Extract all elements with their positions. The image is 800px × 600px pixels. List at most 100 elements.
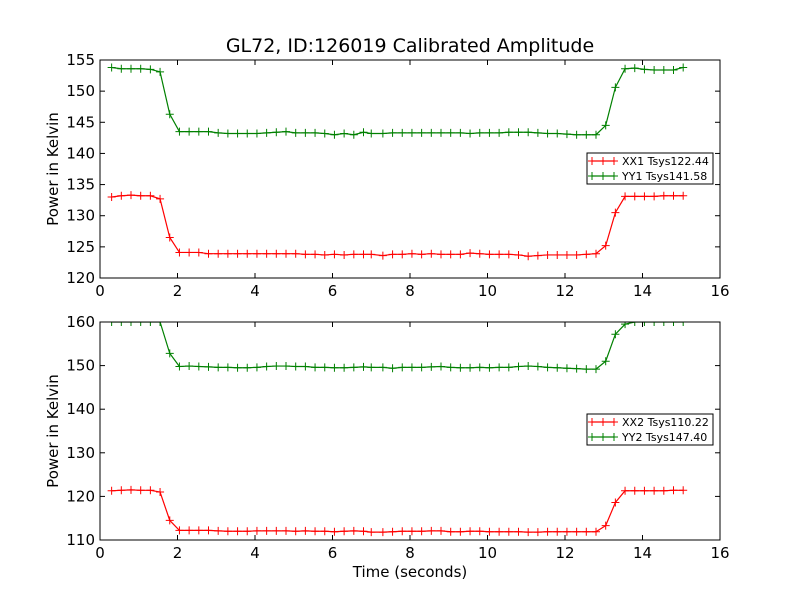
- data-point: [533, 128, 542, 137]
- y-tick-label: 125: [66, 238, 95, 256]
- data-point: [252, 526, 261, 535]
- data-point: [417, 527, 426, 536]
- y-tick-label: 150: [66, 357, 95, 375]
- data-point: [185, 248, 194, 257]
- data-point: [367, 250, 376, 259]
- data-point: [437, 526, 445, 535]
- data-point: [437, 250, 445, 259]
- x-axis-label: Time (seconds): [352, 563, 468, 581]
- data-point: [194, 362, 203, 371]
- data-point: [456, 250, 465, 259]
- data-point: [475, 527, 484, 536]
- data-point: [427, 526, 436, 535]
- data-point: [136, 322, 145, 326]
- data-point: [524, 528, 533, 537]
- data-point: [456, 128, 465, 137]
- data-point: [311, 363, 320, 372]
- data-point: [562, 527, 571, 536]
- data-point: [601, 357, 610, 366]
- data-point: [592, 365, 600, 374]
- x-tick-label: 2: [173, 282, 183, 300]
- y-tick-label: 140: [66, 144, 95, 162]
- data-point: [621, 192, 630, 201]
- data-point: [611, 83, 620, 92]
- data-point: [495, 363, 504, 372]
- data-point: [185, 362, 194, 371]
- data-point: [146, 191, 155, 200]
- data-point: [233, 129, 242, 138]
- data-point: [291, 249, 300, 258]
- data-point: [679, 191, 688, 200]
- data-point: [165, 233, 174, 242]
- data-point: [533, 251, 542, 260]
- data-point: [175, 526, 184, 535]
- x-tick-label: 4: [250, 282, 260, 300]
- data-point: [214, 128, 223, 137]
- data-point: [407, 128, 416, 137]
- legend-marker: [598, 157, 608, 165]
- chart-title: GL72, ID:126019 Calibrated Amplitude: [226, 35, 594, 57]
- y-tick-label: 120: [66, 487, 95, 505]
- data-point: [485, 250, 494, 259]
- data-point: [330, 363, 339, 372]
- data-point: [243, 129, 252, 138]
- subplot-top: 0 2 4 6 8 10 12 14 16 120 125 130 135 140 145 150 155 Pow…: [44, 51, 730, 300]
- legend-marker: [610, 433, 618, 441]
- y-axis-label: Power in Kelvin: [44, 112, 62, 226]
- data-point: [466, 527, 475, 536]
- data-point: [107, 63, 116, 72]
- data-point: [650, 192, 659, 201]
- legend-box: [586, 152, 714, 185]
- data-point: [262, 249, 271, 258]
- data-point: [543, 363, 552, 372]
- data-point: [136, 486, 145, 495]
- data-point: [514, 128, 523, 137]
- data-point: [601, 521, 610, 530]
- plot-area: [107, 63, 688, 261]
- data-point: [262, 362, 271, 371]
- data-point: [233, 527, 242, 536]
- data-point: [543, 527, 552, 536]
- data-point: [407, 527, 416, 536]
- data-point: [204, 249, 213, 258]
- data-point: [524, 128, 533, 137]
- data-point: [320, 129, 329, 138]
- data-point: [272, 249, 281, 258]
- x-tick-label: 6: [328, 544, 338, 562]
- data-point: [175, 127, 184, 136]
- data-point: [533, 362, 542, 371]
- data-point: [146, 322, 155, 326]
- data-point: [359, 362, 368, 371]
- data-point: [466, 129, 475, 138]
- data-point: [194, 127, 203, 136]
- data-point: [417, 128, 426, 137]
- legend-entry-label: YY2 Tsys147.40: [621, 431, 707, 444]
- data-point: [136, 191, 145, 200]
- data-point: [156, 488, 165, 497]
- data-point: [107, 486, 116, 495]
- x-tick-label: 10: [478, 544, 497, 562]
- data-point: [243, 363, 252, 372]
- data-point: [117, 191, 126, 200]
- data-point: [194, 248, 203, 257]
- data-point: [301, 526, 310, 535]
- data-point: [340, 129, 349, 138]
- data-point: [252, 249, 261, 258]
- data-point: [262, 526, 271, 535]
- data-point: [669, 191, 678, 200]
- data-point: [485, 128, 494, 137]
- legend-marker: [588, 418, 596, 426]
- legend-marker: [588, 172, 596, 180]
- data-point: [611, 330, 620, 339]
- data-point: [427, 362, 436, 371]
- data-point: [407, 249, 416, 258]
- data-point: [349, 250, 358, 259]
- data-point: [553, 129, 562, 138]
- data-point: [107, 193, 116, 202]
- x-tick-label: 2: [173, 544, 183, 562]
- data-point: [592, 249, 600, 258]
- x-tick-label: 0: [95, 544, 105, 562]
- data-point: [127, 64, 135, 73]
- data-point: [398, 250, 407, 259]
